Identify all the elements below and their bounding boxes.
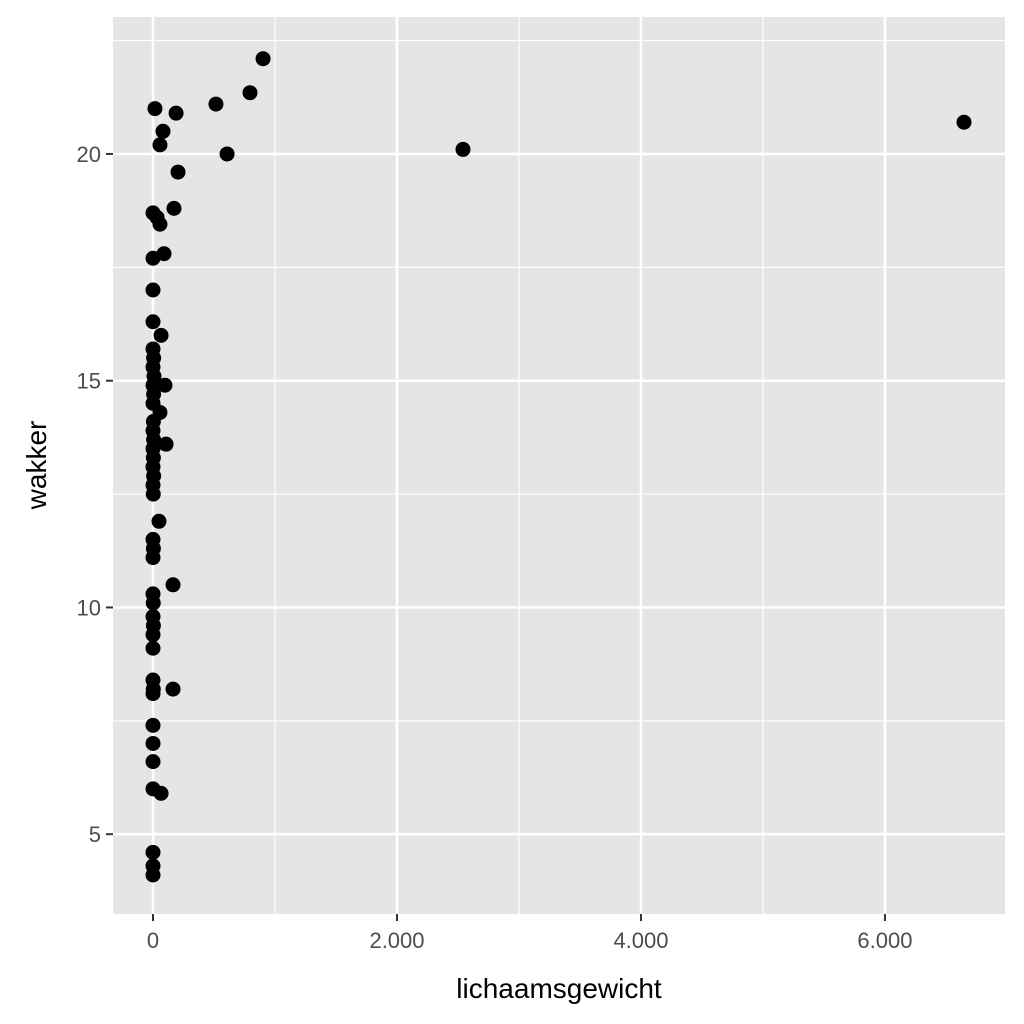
data-point bbox=[165, 577, 181, 593]
x-tick-label: 6.000 bbox=[857, 928, 912, 953]
data-point bbox=[157, 377, 173, 393]
x-axis: 0 2.000 4.000 6.000 bbox=[147, 914, 912, 953]
data-point bbox=[145, 250, 161, 266]
x-tick-label: 4.000 bbox=[613, 928, 668, 953]
data-point bbox=[255, 51, 271, 67]
x-tick-label: 2.000 bbox=[369, 928, 424, 953]
data-point bbox=[145, 595, 161, 611]
data-point bbox=[219, 146, 235, 162]
grid-lines bbox=[113, 17, 1005, 914]
data-point bbox=[147, 101, 163, 117]
y-tick-label: 20 bbox=[77, 142, 101, 167]
data-point bbox=[166, 200, 182, 216]
y-tick-label: 15 bbox=[77, 369, 101, 394]
x-axis-label: lichaamsgewicht bbox=[456, 973, 662, 1004]
data-point bbox=[145, 640, 161, 656]
data-point bbox=[145, 627, 161, 643]
data-point bbox=[145, 486, 161, 502]
y-tick-label: 10 bbox=[77, 595, 101, 620]
data-point bbox=[170, 164, 186, 180]
data-point bbox=[153, 327, 169, 343]
data-point bbox=[145, 282, 161, 298]
data-point bbox=[152, 137, 168, 153]
data-point bbox=[208, 96, 224, 112]
data-point bbox=[158, 436, 174, 452]
data-point bbox=[145, 686, 161, 702]
data-point bbox=[956, 114, 972, 130]
data-points bbox=[145, 51, 972, 883]
data-point bbox=[242, 85, 258, 101]
x-tick-label: 0 bbox=[147, 928, 159, 953]
data-point bbox=[152, 216, 168, 232]
data-point bbox=[155, 123, 171, 139]
data-point bbox=[145, 754, 161, 770]
plot-panel bbox=[113, 17, 1005, 914]
data-point bbox=[165, 681, 181, 697]
y-axis: 5 10 15 20 bbox=[77, 142, 113, 847]
y-tick-label: 5 bbox=[89, 822, 101, 847]
data-point bbox=[145, 717, 161, 733]
data-point bbox=[145, 550, 161, 566]
data-point bbox=[455, 141, 471, 157]
data-point bbox=[145, 867, 161, 883]
data-point bbox=[151, 513, 167, 529]
data-point bbox=[145, 844, 161, 860]
data-point bbox=[145, 735, 161, 751]
data-point bbox=[153, 785, 169, 801]
y-axis-label: wakker bbox=[21, 421, 52, 511]
data-point bbox=[168, 105, 184, 121]
data-point bbox=[145, 314, 161, 330]
